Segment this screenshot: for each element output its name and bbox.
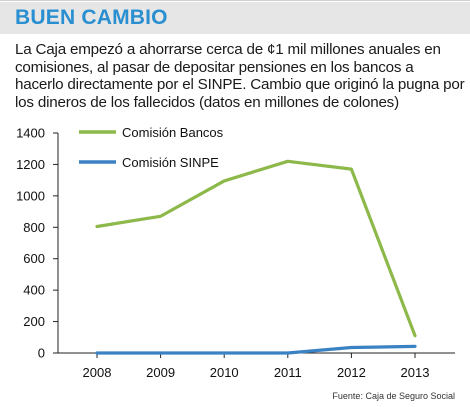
- x-tick-label: 2012: [337, 365, 366, 380]
- y-tick-label: 400: [23, 283, 45, 298]
- description-text: La Caja empezó a ahorrarse cerca de ¢1 m…: [15, 41, 465, 111]
- y-tick-label: 800: [23, 220, 45, 235]
- x-tick-label: 2013: [401, 365, 430, 380]
- page-title: BUEN CAMBIO: [15, 6, 168, 29]
- y-tick-label: 0: [38, 346, 45, 361]
- series-line-comision-bancos: [95, 159, 417, 338]
- y-tick-label: 600: [23, 251, 45, 266]
- legend: Comisión Bancos Comisión SINPE: [79, 125, 224, 170]
- x-tick-label: 2008: [83, 365, 112, 380]
- y-tick-label: 1200: [16, 157, 45, 172]
- x-tick-label: 2010: [210, 365, 239, 380]
- y-axis: 0 200 400 600 800 1000 1200 1400: [16, 126, 59, 361]
- series-line-comision-sinpe: [95, 344, 417, 355]
- y-tick-label: 1000: [16, 188, 45, 203]
- header-band: [0, 2, 470, 34]
- legend-label: Comisión Bancos: [122, 125, 224, 140]
- source-note: Fuente: Caja de Seguro Social: [332, 391, 455, 401]
- x-axis: 2008 2009 2010 2011 2012 2013: [58, 352, 455, 380]
- y-tick-label: 200: [23, 314, 45, 329]
- x-tick-label: 2009: [146, 365, 175, 380]
- x-tick-label: 2011: [274, 365, 302, 380]
- legend-label: Comisión SINPE: [122, 155, 219, 170]
- y-tick-label: 1400: [16, 126, 45, 141]
- series-lines: [95, 159, 417, 355]
